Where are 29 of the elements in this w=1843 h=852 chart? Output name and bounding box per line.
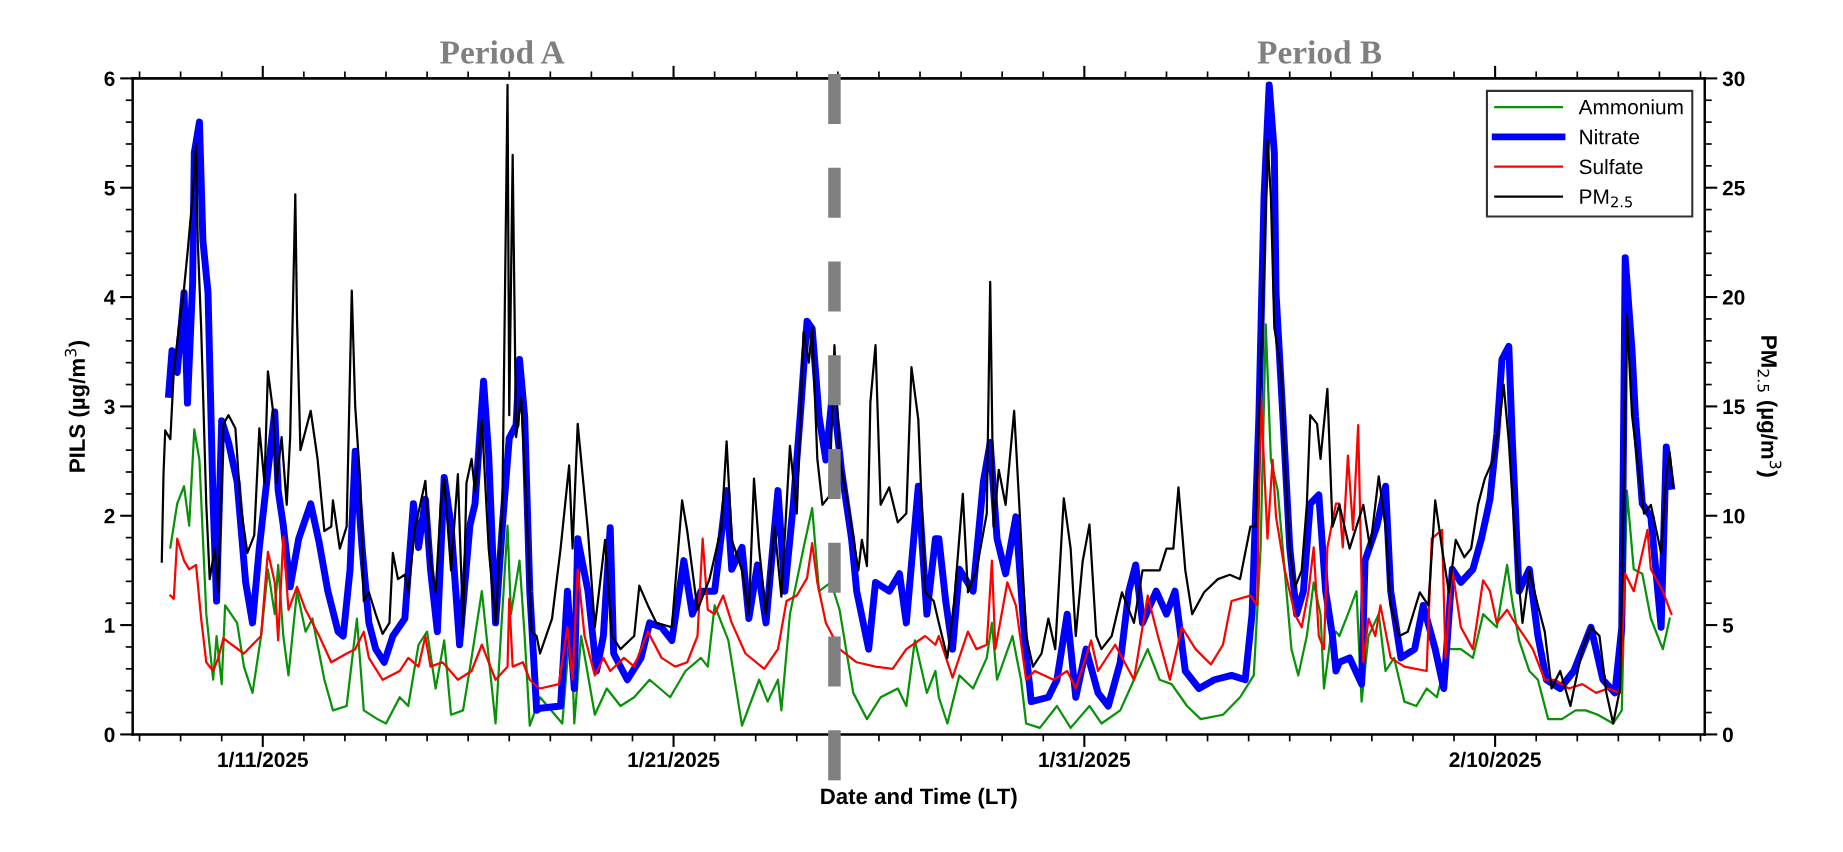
- y2-tick-label: 0: [1722, 727, 1733, 743]
- x-tick-label: 2/10/2025: [1449, 751, 1541, 768]
- y2-tick-label: 10: [1723, 508, 1745, 524]
- legend-label: Ammonium: [1578, 99, 1683, 115]
- y2-tick-label: 5: [1722, 618, 1734, 633]
- y2-tick-label: 30: [1722, 71, 1745, 87]
- legend-label: Sulfate: [1579, 158, 1643, 175]
- y2-axis-title: PM$_{2.5}$ (µg/m$^{3}$): [1756, 336, 1782, 477]
- legend-label: Nitrate: [1580, 129, 1640, 145]
- text: Period B: [1257, 40, 1382, 64]
- x-tick-label: 1/21/2025: [628, 751, 720, 768]
- y2-tick-label: 20: [1722, 290, 1745, 305]
- y-tick-label: 6: [104, 71, 115, 87]
- y-axis-title: PILS (µg/m$^{3}$): [64, 340, 90, 472]
- y-tick-label: 0: [104, 727, 115, 743]
- x-tick-label: 1/11/2025: [218, 751, 308, 768]
- line-series: [169, 388, 1673, 694]
- line-series: [169, 323, 1671, 729]
- x-tick-label: 1/31/2025: [1039, 751, 1131, 768]
- y2-tick-label: 15: [1723, 399, 1745, 415]
- y-tick-label: 2: [104, 508, 115, 524]
- y-tick-label: 1: [105, 618, 115, 633]
- y-tick-label: 4: [104, 290, 116, 305]
- y-tick-label: 3: [104, 399, 115, 415]
- legend-label: PM$_{2.5}$: [1580, 189, 1632, 208]
- x-axis-title: Date and Time (LT): [821, 787, 1017, 809]
- y-tick-label: 5: [104, 180, 115, 196]
- y2-tick-label: 25: [1722, 180, 1745, 196]
- text: Period A: [440, 40, 565, 64]
